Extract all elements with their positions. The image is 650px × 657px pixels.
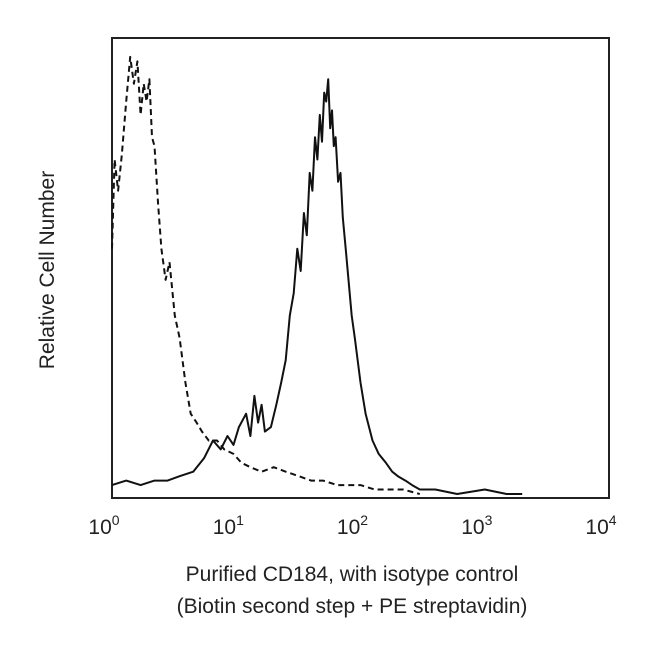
series-layer — [111, 55, 523, 495]
x-axis-ticks: 100 101 102 103 104 — [88, 512, 616, 539]
isotype-control-curve — [111, 55, 421, 495]
x-tick-label: 102 — [337, 512, 368, 539]
x-axis-title-line-2: (Biotin second step + PE streptavidin) — [177, 595, 528, 618]
x-tick-label: 103 — [461, 512, 492, 539]
x-tick-label: 100 — [88, 512, 119, 539]
x-tick-label: 104 — [585, 512, 616, 539]
x-axis-title-line-1: Purified CD184, with isotype control — [186, 563, 519, 586]
cd184-stained-curve — [111, 78, 523, 495]
y-axis-title: Relative Cell Number — [36, 171, 59, 369]
x-tick-label: 101 — [213, 512, 244, 539]
plot-frame — [111, 37, 610, 499]
